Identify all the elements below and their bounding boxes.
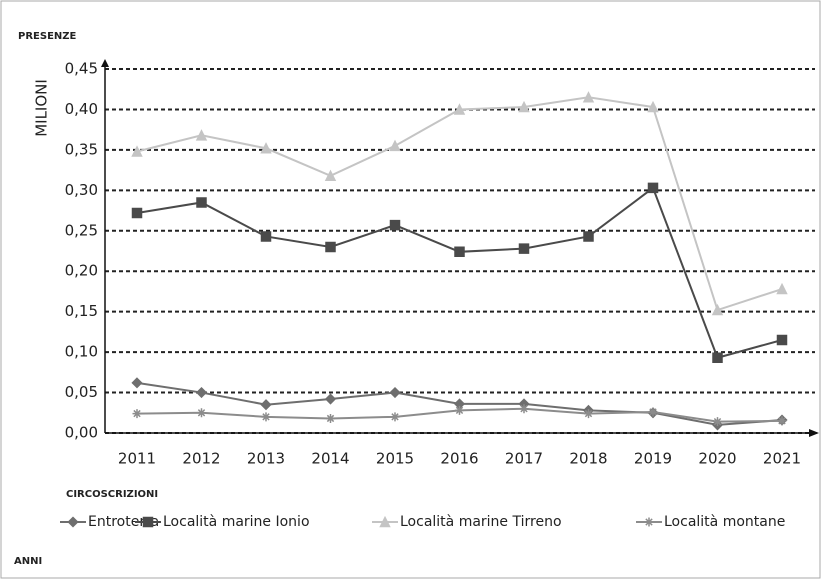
y-tick-label: 0,45 — [65, 60, 98, 78]
x-tick-label: 2011 — [118, 450, 156, 468]
point — [776, 334, 788, 346]
point — [583, 231, 594, 242]
point — [324, 393, 337, 405]
y-tick-label: 0,20 — [65, 262, 98, 280]
point — [260, 142, 272, 154]
y-tick-label: 0,40 — [65, 100, 98, 118]
point — [455, 405, 464, 415]
point — [389, 219, 401, 231]
point — [261, 412, 271, 422]
point — [647, 100, 659, 113]
x-axis-arrow — [809, 429, 819, 437]
point — [647, 182, 659, 194]
point — [712, 352, 723, 364]
point — [713, 417, 722, 427]
x-tick-label: 2017 — [505, 450, 543, 468]
point — [518, 243, 530, 254]
point — [582, 91, 595, 103]
legend-marker — [379, 515, 391, 528]
x-tick-label: 2020 — [698, 450, 736, 468]
point — [584, 409, 593, 419]
point — [519, 404, 529, 414]
y-tick-label: 0,15 — [65, 302, 98, 320]
x-tick-label: 2021 — [763, 450, 801, 468]
x-tick-label: 2014 — [311, 450, 349, 468]
point — [131, 207, 143, 219]
point — [453, 103, 466, 115]
legend-label: Località marine Ionio — [163, 514, 310, 530]
point — [131, 377, 143, 389]
point — [195, 386, 208, 399]
x-tick-label: 2016 — [440, 450, 478, 468]
point — [260, 231, 272, 242]
point — [777, 416, 787, 426]
y-tick-label: 0,25 — [65, 221, 98, 239]
legend-label: Località marine Tirreno — [400, 514, 562, 530]
point — [389, 139, 401, 152]
point — [776, 282, 788, 295]
point — [131, 145, 143, 157]
point — [326, 413, 335, 423]
point — [389, 386, 401, 399]
point — [711, 303, 724, 316]
legend-label: Entroterra — [88, 514, 159, 530]
y-tick-label: 0,05 — [65, 383, 98, 401]
y-axis-arrow — [101, 59, 109, 67]
x-tick-label: 2013 — [247, 450, 285, 468]
point — [518, 100, 530, 113]
point — [195, 129, 208, 141]
legend-marker — [142, 516, 154, 528]
legend-title: CIRCOSCRIZIONI — [66, 489, 158, 500]
x-tick-label: 2019 — [634, 450, 672, 468]
y-tick-label: 0,35 — [65, 140, 98, 158]
subtitle: PRESENZE — [18, 31, 77, 42]
legend-marker — [67, 516, 79, 528]
point — [325, 241, 336, 253]
y-tick-label: 0,30 — [65, 181, 98, 199]
point — [324, 169, 337, 182]
y-axis-label: MILIONI — [33, 79, 51, 137]
x-axis-label: ANNI — [14, 556, 42, 567]
point — [260, 399, 272, 411]
point — [390, 412, 400, 422]
legend-label: Località montane — [664, 514, 785, 530]
legend-marker — [644, 517, 654, 527]
y-tick-label: 0,00 — [65, 424, 98, 442]
x-tick-label: 2018 — [569, 450, 607, 468]
x-tick-label: 2012 — [182, 450, 220, 468]
point — [197, 408, 206, 418]
y-tick-label: 0,10 — [65, 343, 98, 361]
point — [196, 197, 207, 208]
point — [132, 409, 142, 419]
point — [454, 246, 465, 258]
x-tick-label: 2015 — [376, 450, 414, 468]
point — [648, 407, 658, 417]
